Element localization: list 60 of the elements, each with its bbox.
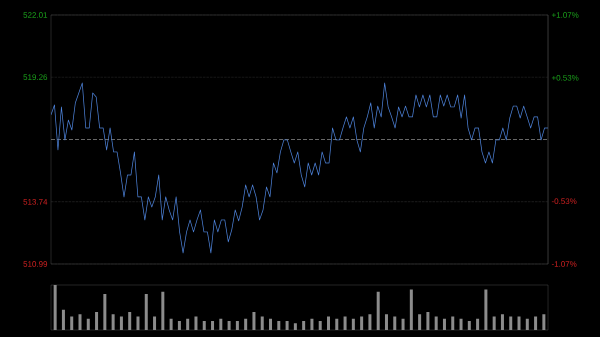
bar: [384, 314, 388, 330]
bar: [286, 321, 289, 330]
bar: [228, 321, 231, 330]
bar: [393, 316, 396, 330]
bar: [310, 318, 314, 330]
bar: [211, 321, 214, 330]
bar: [170, 318, 173, 330]
bar: [318, 321, 322, 330]
bar: [103, 294, 106, 330]
bar: [302, 321, 306, 330]
bar: [484, 290, 488, 330]
bar: [277, 321, 280, 330]
bar: [410, 290, 413, 330]
bar: [492, 316, 496, 330]
bar: [161, 292, 164, 330]
bar: [335, 318, 338, 330]
bar: [368, 314, 372, 330]
bar: [376, 292, 380, 330]
bar: [534, 316, 538, 330]
bar: [500, 314, 504, 330]
bar: [434, 316, 438, 330]
bar: [95, 312, 98, 330]
bar: [70, 316, 74, 330]
bar: [402, 318, 405, 330]
bar: [451, 316, 454, 330]
bar: [136, 316, 140, 330]
bar: [86, 318, 90, 330]
bar: [120, 316, 123, 330]
bar: [194, 316, 198, 330]
bar: [526, 318, 529, 330]
bar: [542, 314, 546, 330]
bar: [178, 321, 181, 330]
bar: [468, 321, 471, 330]
bar: [509, 316, 512, 330]
bar: [153, 316, 156, 330]
bar: [418, 314, 422, 330]
bar: [476, 318, 480, 330]
bar: [344, 316, 347, 330]
bar: [202, 321, 206, 330]
bar: [78, 314, 82, 330]
bar: [144, 294, 148, 330]
bar: [112, 314, 115, 330]
bar: [128, 312, 132, 330]
bar: [442, 318, 446, 330]
bar: [460, 318, 463, 330]
bar: [219, 318, 222, 330]
bar: [186, 318, 190, 330]
bar: [426, 312, 430, 330]
bar: [269, 318, 272, 330]
bar: [62, 310, 65, 330]
bar: [294, 323, 297, 330]
bar: [260, 316, 264, 330]
bar: [252, 312, 256, 330]
bar: [54, 285, 57, 330]
bar: [352, 318, 355, 330]
bar: [236, 321, 239, 330]
bar: [360, 316, 364, 330]
bar: [326, 316, 330, 330]
bar: [518, 316, 521, 330]
bar: [244, 318, 248, 330]
